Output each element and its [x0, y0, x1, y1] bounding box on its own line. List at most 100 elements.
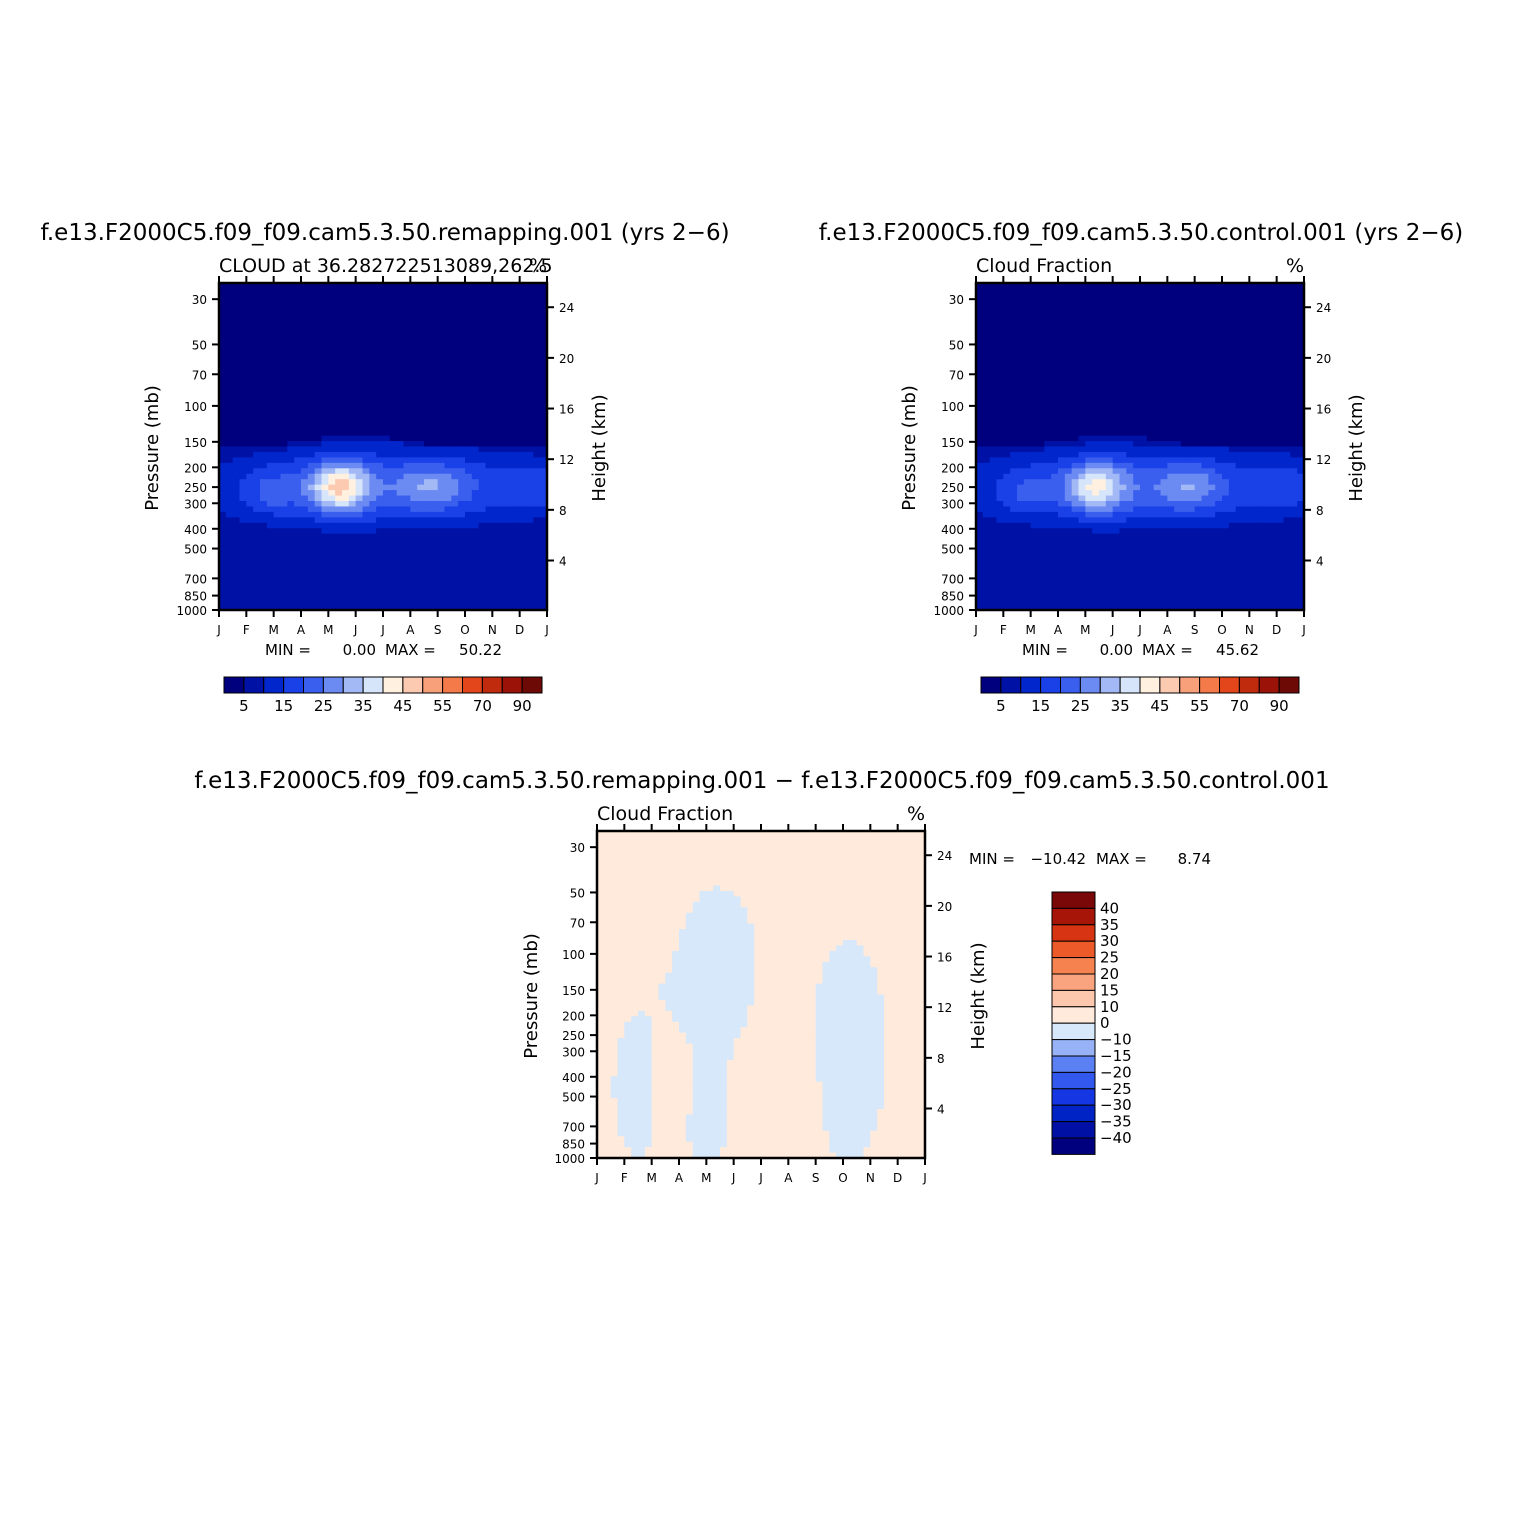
- contour-cell: [253, 593, 261, 600]
- contour-cell: [1064, 353, 1073, 360]
- contour-cell: [1112, 397, 1121, 404]
- contour-cell: [1099, 424, 1107, 431]
- contour-cell: [1276, 375, 1285, 382]
- contour-cell: [1276, 511, 1285, 518]
- contour-cell: [982, 490, 991, 497]
- contour-cell: [996, 364, 1004, 371]
- contour-cell: [492, 495, 500, 502]
- contour-cell: [471, 342, 480, 349]
- contour-cell: [1085, 359, 1093, 366]
- contour-cell: [383, 468, 391, 475]
- contour-cell: [383, 408, 391, 415]
- contour-cell: [1051, 392, 1059, 399]
- contour-cell: [1249, 451, 1257, 458]
- contour-cell: [246, 457, 254, 464]
- contour-cell: [355, 413, 364, 420]
- contour-cell: [383, 544, 391, 551]
- contour-cell: [321, 577, 329, 584]
- contour-cell: [1290, 321, 1298, 328]
- contour-cell: [396, 495, 405, 502]
- contour-cell: [369, 451, 377, 458]
- contour-cell: [314, 283, 323, 290]
- contour-cell: [437, 479, 446, 486]
- contour-cell: [485, 310, 493, 317]
- contour-cell: [1160, 419, 1168, 426]
- contour-cell: [519, 408, 528, 415]
- contour-cell: [533, 430, 541, 437]
- contour-cell: [1290, 468, 1298, 475]
- contour-cell: [301, 413, 309, 420]
- contour-cell: [1256, 408, 1264, 415]
- contour-cell: [1153, 479, 1162, 486]
- contour-cell: [451, 435, 459, 442]
- contour-cell: [1140, 462, 1148, 469]
- contour-cell: [232, 326, 241, 333]
- contour-cell: [1215, 490, 1223, 497]
- contour-cell: [1269, 419, 1278, 426]
- contour-cell: [335, 424, 343, 431]
- contour-cell: [1030, 490, 1039, 497]
- contour-cell: [396, 501, 405, 508]
- contour-cell: [307, 604, 316, 611]
- contour-cell: [430, 517, 439, 524]
- contour-cell: [506, 490, 514, 497]
- contour-cell: [1181, 321, 1189, 328]
- contour-cell: [533, 533, 541, 540]
- contour-cell: [976, 419, 984, 426]
- contour-cell: [232, 402, 241, 409]
- contour-cell: [1085, 430, 1093, 437]
- contour-cell: [1146, 484, 1155, 491]
- contour-cell: [246, 293, 254, 300]
- contour-cell: [410, 402, 418, 409]
- contour-cell: [328, 588, 336, 595]
- contour-cell: [533, 370, 541, 377]
- contour-cell: [1256, 337, 1264, 344]
- contour-cell: [1201, 337, 1209, 344]
- contour-cell: [533, 577, 541, 584]
- contour-cell: [1228, 315, 1237, 322]
- contour-cell: [989, 462, 998, 469]
- contour-cell: [253, 288, 261, 295]
- contour-cell: [458, 402, 466, 409]
- contour-cell: [355, 462, 364, 469]
- contour-cell: [307, 392, 316, 399]
- contour-cell: [424, 424, 432, 431]
- contour-cell: [1222, 304, 1230, 311]
- contour-cell: [335, 490, 343, 497]
- contour-cell: [232, 353, 241, 360]
- contour-cell: [1140, 332, 1148, 339]
- contour-cell: [1064, 359, 1073, 366]
- contour-cell: [294, 533, 302, 540]
- contour-cell: [335, 435, 343, 442]
- contour-cell: [396, 364, 405, 371]
- contour-cell: [348, 441, 357, 448]
- contour-cell: [1126, 402, 1134, 409]
- contour-cell: [1201, 359, 1209, 366]
- contour-cell: [1010, 315, 1018, 322]
- contour-cell: [328, 364, 336, 371]
- contour-cell: [1256, 435, 1264, 442]
- contour-cell: [506, 397, 514, 404]
- contour-cell: [1051, 304, 1059, 311]
- contour-cell: [478, 457, 487, 464]
- contour-cell: [1222, 435, 1230, 442]
- contour-cell: [1092, 517, 1100, 524]
- max-value: 8.74: [1178, 850, 1211, 868]
- contour-cell: [540, 560, 548, 567]
- contour-cell: [1146, 310, 1155, 317]
- contour-cell: [533, 293, 541, 300]
- contour-cell: [287, 353, 295, 360]
- contour-cell: [383, 479, 391, 486]
- contour-cell: [1215, 446, 1223, 453]
- contour-cell: [287, 511, 295, 518]
- contour-cell: [1023, 293, 1032, 300]
- contour-cell: [478, 495, 487, 502]
- contour-cell: [1187, 304, 1196, 311]
- contour-cell: [1051, 288, 1059, 295]
- contour-cell: [1174, 293, 1182, 300]
- contour-cell: [1133, 484, 1141, 491]
- contour-cell: [253, 495, 261, 502]
- contour-cell: [328, 441, 336, 448]
- contour-cell: [492, 381, 500, 388]
- contour-cell: [1044, 359, 1052, 366]
